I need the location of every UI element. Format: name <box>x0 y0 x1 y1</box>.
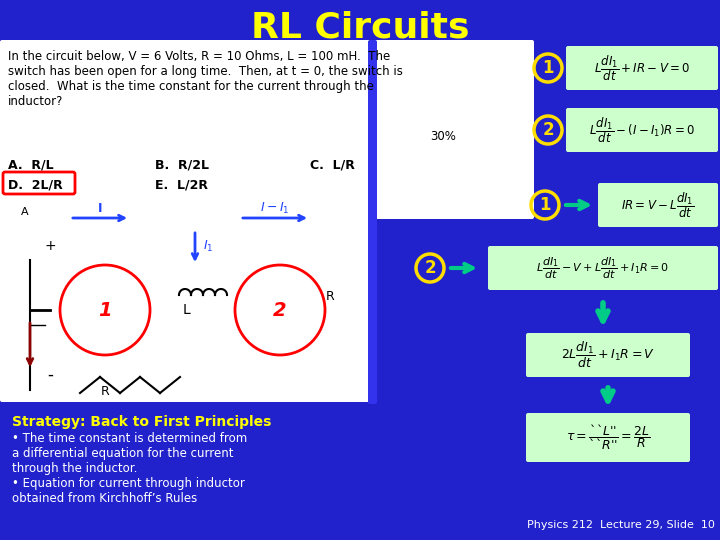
Text: A: A <box>21 207 29 217</box>
Text: $2L\dfrac{dI_1}{dt} + I_1 R = V$: $2L\dfrac{dI_1}{dt} + I_1 R = V$ <box>561 340 655 370</box>
FancyBboxPatch shape <box>488 246 718 290</box>
Text: 2: 2 <box>273 300 287 320</box>
Text: R: R <box>101 385 109 398</box>
Text: In the circuit below, V = 6 Volts, R = 10 Ohms, L = 100 mH.  The
switch has been: In the circuit below, V = 6 Volts, R = 1… <box>8 50 403 108</box>
Text: 2: 2 <box>424 259 436 277</box>
Text: I: I <box>98 202 102 215</box>
Text: • The time constant is determined from
a differential equation for the current
t: • The time constant is determined from a… <box>12 432 247 505</box>
FancyBboxPatch shape <box>598 183 718 227</box>
Text: Physics 212  Lecture 29, Slide  10: Physics 212 Lecture 29, Slide 10 <box>527 520 715 530</box>
Text: +: + <box>44 239 56 253</box>
Text: 1: 1 <box>98 300 112 320</box>
Text: $L\dfrac{dI_1}{dt} + IR - V = 0$: $L\dfrac{dI_1}{dt} + IR - V = 0$ <box>594 53 690 83</box>
Text: 1: 1 <box>542 59 554 77</box>
FancyBboxPatch shape <box>0 40 534 219</box>
FancyBboxPatch shape <box>566 46 718 90</box>
FancyBboxPatch shape <box>526 333 690 377</box>
Text: 2: 2 <box>542 121 554 139</box>
Text: RL Circuits: RL Circuits <box>251 11 469 45</box>
Text: E.  L/2R: E. L/2R <box>155 178 208 191</box>
Text: C.  L/R: C. L/R <box>310 158 355 171</box>
Text: 30%: 30% <box>430 130 456 143</box>
Text: $I - I_1$: $I - I_1$ <box>260 201 289 216</box>
Text: R: R <box>325 290 334 303</box>
Text: $I_1$: $I_1$ <box>203 239 213 254</box>
Text: B.  R/2L: B. R/2L <box>155 158 209 171</box>
FancyBboxPatch shape <box>368 40 377 404</box>
Text: $L\dfrac{dI_1}{dt} - (I - I_1)R = 0$: $L\dfrac{dI_1}{dt} - (I - I_1)R = 0$ <box>589 115 695 145</box>
FancyBboxPatch shape <box>526 413 690 462</box>
Text: -: - <box>47 366 53 384</box>
Text: L: L <box>183 303 191 317</box>
Text: 1: 1 <box>539 196 551 214</box>
Text: D.  2L/R: D. 2L/R <box>8 178 63 191</box>
Text: A.  R/L: A. R/L <box>8 158 53 171</box>
Text: $IR = V - L\dfrac{dI_1}{dt}$: $IR = V - L\dfrac{dI_1}{dt}$ <box>621 190 695 220</box>
Text: $L\dfrac{dI_1}{dt} - V + L\dfrac{dI_1}{dt} + I_1 R = 0$: $L\dfrac{dI_1}{dt} - V + L\dfrac{dI_1}{d… <box>536 255 670 281</box>
FancyBboxPatch shape <box>566 108 718 152</box>
Text: $\tau = \dfrac{\text{``}L\text{''} }{\text{``}R\text{''}} = \dfrac{2L}{R}$: $\tau = \dfrac{\text{``}L\text{''} }{\te… <box>566 422 650 452</box>
FancyBboxPatch shape <box>0 198 372 402</box>
Text: Strategy: Back to First Principles: Strategy: Back to First Principles <box>12 415 271 429</box>
